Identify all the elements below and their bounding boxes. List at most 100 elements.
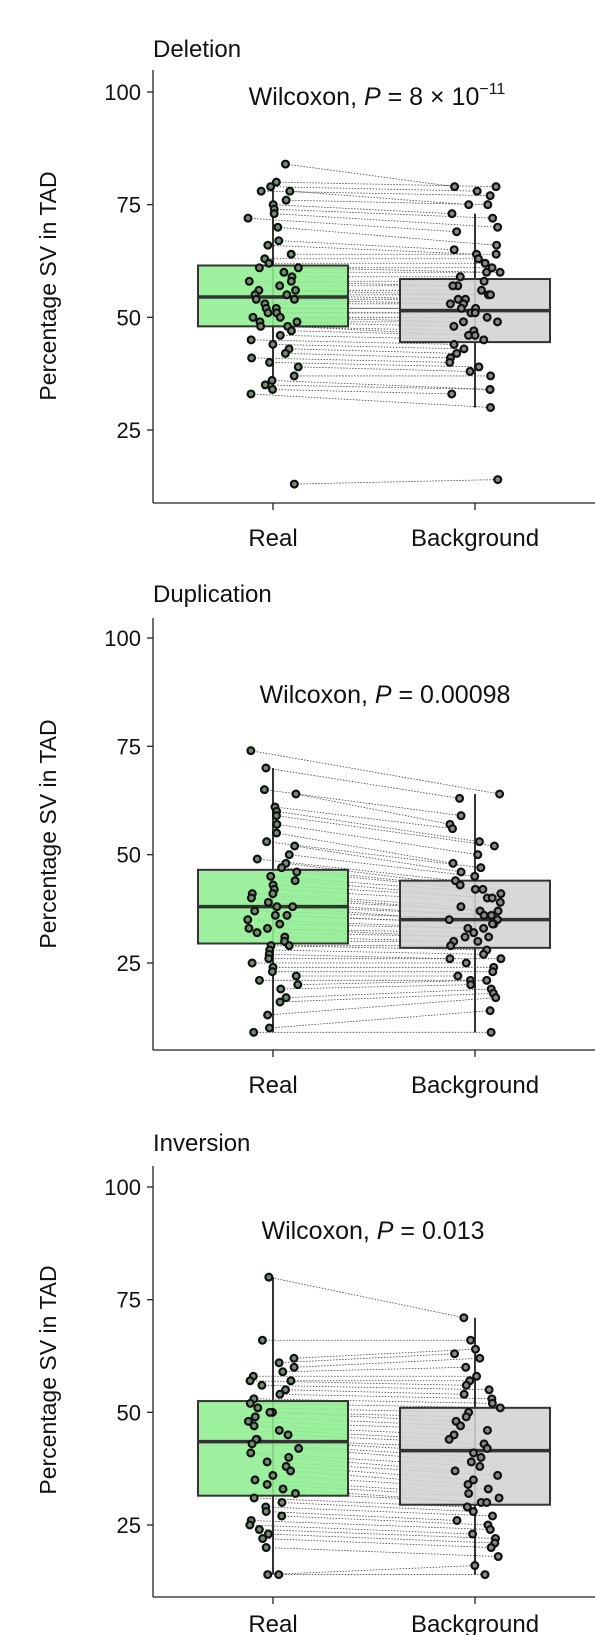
annotation-prefix: Wilcoxon,: [260, 681, 375, 709]
point-real-34: [278, 1484, 288, 1494]
pair-line-0: [285, 163, 455, 188]
point-real-50: [263, 1010, 273, 1020]
point-real-33: [252, 928, 262, 938]
point-background-31: [483, 1484, 493, 1494]
point-background-10: [456, 867, 466, 877]
pair-line-54: [294, 479, 498, 485]
point-real-12: [263, 240, 273, 250]
point-real-2: [289, 1353, 299, 1363]
point-background-8: [461, 1380, 471, 1390]
point-real-0: [264, 1272, 274, 1282]
pair-line-48: [286, 988, 492, 999]
y-tick-label-100: 100: [104, 1175, 141, 1200]
point-background-3: [450, 1349, 460, 1359]
point-real-1: [257, 1335, 267, 1345]
pair-line-43: [259, 1529, 496, 1539]
point-real-13: [286, 249, 296, 259]
point-background-32: [460, 932, 470, 942]
point-background-35: [482, 1497, 492, 1507]
pair-line-39: [269, 953, 450, 960]
point-background-7: [488, 213, 498, 223]
point-background-0: [495, 789, 505, 799]
point-real-45: [258, 1534, 268, 1544]
point-background-50: [491, 993, 501, 1003]
point-real-43: [254, 1525, 264, 1535]
point-real-20: [268, 889, 278, 899]
point-background-10: [492, 240, 502, 250]
pair-line-0: [268, 1276, 464, 1319]
point-real-26: [246, 1448, 256, 1458]
p-value-annotation: Wilcoxon, P = 0.00098: [260, 681, 511, 709]
point-real-36: [249, 1493, 259, 1503]
point-real-8: [269, 209, 279, 219]
pair-line-51: [265, 384, 491, 390]
point-real-37: [277, 1497, 287, 1507]
point-real-45: [280, 348, 290, 358]
axes: [152, 1166, 595, 1604]
point-real-35: [290, 1488, 300, 1498]
pair-line-5: [282, 1366, 466, 1373]
point-background-37: [468, 1506, 478, 1516]
pair-line-37: [259, 321, 454, 327]
y-tick-label-25: 25: [117, 951, 141, 976]
p-value: = 0.00098: [392, 681, 511, 709]
pair-line-5: [276, 810, 480, 843]
pair-line-2: [270, 186, 478, 192]
point-background-9: [452, 227, 462, 237]
point-background-11: [470, 871, 480, 881]
point-real-25: [282, 290, 292, 300]
point-real-52: [249, 1027, 259, 1037]
point-background-34: [482, 312, 492, 322]
point-real-21: [283, 1430, 293, 1440]
pair-line-51: [269, 1010, 491, 1029]
point-background-13: [495, 1403, 505, 1413]
pair-line-47: [269, 362, 479, 368]
point-real-39: [261, 1506, 271, 1516]
pair-line-13: [285, 862, 461, 886]
pair-line-43: [272, 343, 464, 350]
point-real-43: [268, 339, 278, 349]
point-background-5: [461, 1362, 471, 1372]
pair-line-47: [267, 1565, 475, 1575]
pair-line-8: [250, 1380, 467, 1386]
point-background-28: [487, 919, 497, 929]
point-real-25: [294, 1443, 304, 1453]
x-tick-label-real: Real: [248, 1072, 297, 1099]
point-background-30: [463, 923, 473, 933]
point-background-51: [485, 384, 495, 394]
pair-line-9: [261, 1384, 490, 1391]
point-background-36: [446, 941, 456, 951]
point-real-3: [256, 186, 266, 196]
point-background-41: [461, 958, 471, 968]
point-background-3: [485, 191, 495, 201]
point-background-1: [491, 182, 501, 192]
axes: [152, 70, 595, 510]
point-background-22: [448, 281, 458, 291]
pair-line-38: [265, 1506, 493, 1517]
point-real-46: [247, 353, 257, 363]
point-real-11: [275, 1389, 285, 1399]
point-real-54: [289, 479, 299, 489]
pair-line-46: [266, 1547, 499, 1557]
point-real-9: [243, 213, 253, 223]
point-background-13: [455, 880, 465, 890]
point-background-27: [450, 1466, 460, 1476]
panel-title: Inversion: [153, 1130, 250, 1157]
point-real-49: [275, 997, 285, 1007]
point-background-14: [478, 884, 488, 894]
point-real-9: [257, 1380, 267, 1390]
point-real-10: [273, 222, 283, 232]
point-real-41: [275, 330, 285, 340]
point-background-4: [475, 1353, 485, 1363]
axes: [152, 618, 595, 1057]
y-tick-label-100: 100: [104, 626, 141, 651]
pair-line-41: [251, 1520, 491, 1530]
y-axis-label: Percentage SV in TAD: [35, 1265, 61, 1494]
p-symbol: P: [377, 1217, 394, 1245]
point-real-7: [272, 819, 282, 829]
p-value: = 0.013: [393, 1217, 484, 1245]
point-real-3: [274, 1358, 284, 1368]
p-value-annotation: Wilcoxon, P = 0.013: [261, 1217, 484, 1245]
point-background-29: [445, 299, 455, 309]
point-real-9: [262, 837, 272, 847]
